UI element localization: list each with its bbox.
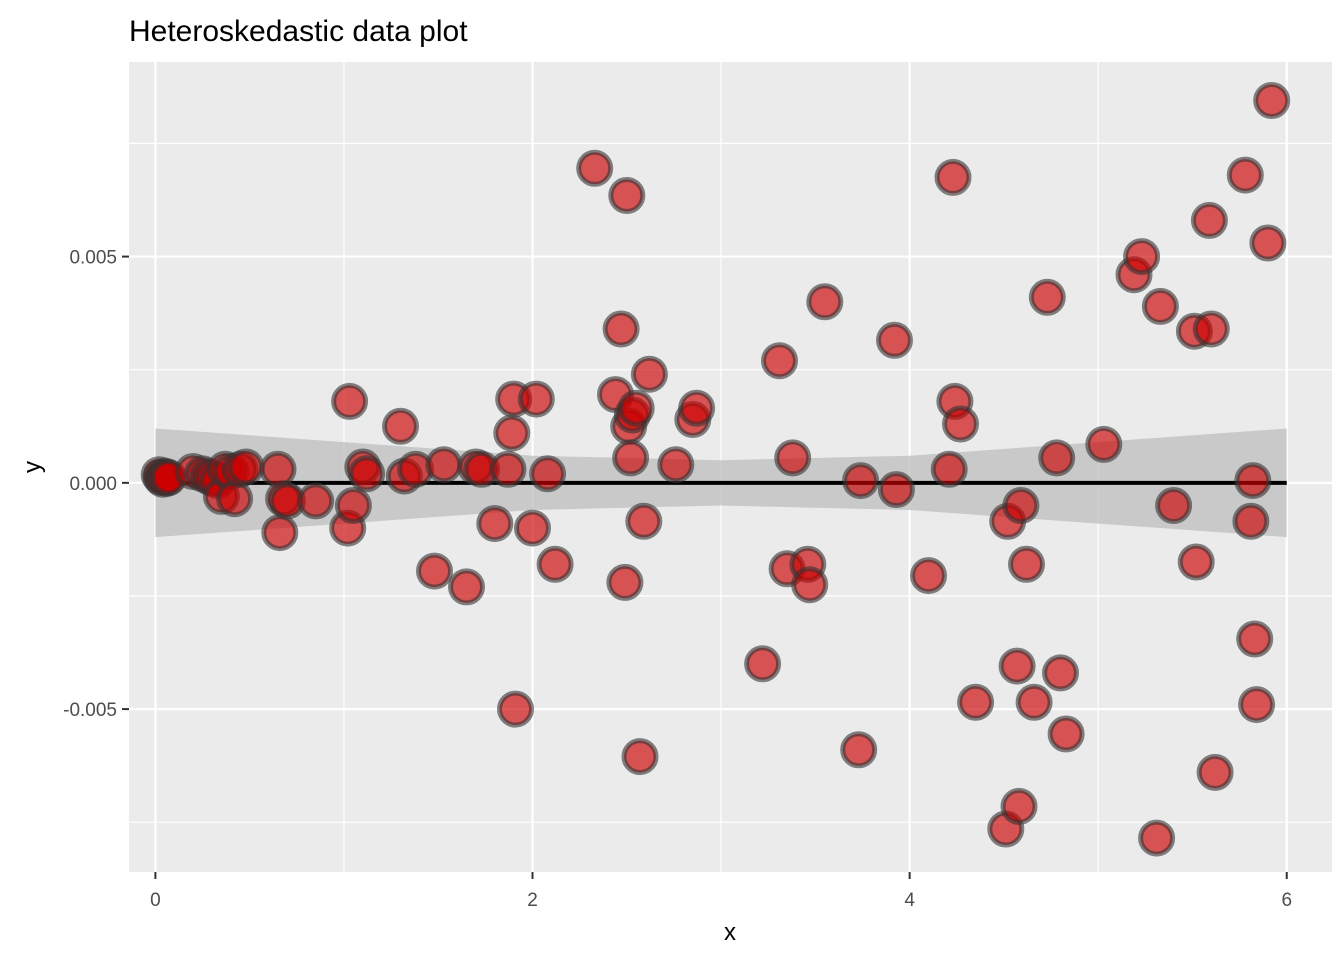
scatter-point: [297, 482, 335, 520]
scatter-point: [608, 177, 646, 214]
scatter-point: [930, 450, 968, 488]
scatter-point: [910, 557, 947, 595]
scatter-point: [514, 509, 551, 547]
scatter-point: [261, 514, 299, 552]
scatter-point: [227, 448, 265, 486]
scatter-point: [259, 450, 297, 488]
scatter-point: [1249, 224, 1287, 262]
scatter-point: [331, 382, 369, 420]
x-axis-title: x: [724, 919, 736, 946]
scatter-point: [1238, 686, 1276, 724]
scatter-point: [1253, 82, 1291, 119]
scatter-point: [493, 414, 531, 452]
scatter-point: [942, 405, 979, 443]
scatter-point: [957, 683, 995, 721]
scatter-point: [1047, 715, 1085, 753]
scatter-point: [334, 487, 372, 524]
scatter-point: [617, 389, 655, 427]
scatter-point: [1123, 238, 1161, 276]
scatter-point: [612, 439, 650, 477]
scatter-point: [1141, 287, 1179, 325]
scatter-point: [1085, 425, 1123, 463]
x-tick-label: 0: [150, 890, 161, 911]
scatter-point: [448, 568, 485, 606]
scatter-point: [840, 731, 878, 769]
scatter-point: [791, 566, 829, 604]
scatter-point: [625, 502, 663, 540]
scatter-point: [348, 455, 386, 493]
scatter-point: [606, 563, 644, 601]
scatter-point: [630, 355, 668, 393]
scatter-point: [1192, 310, 1230, 348]
x-axis: 0 2 4 6: [150, 872, 1292, 911]
y-tick-label: 0.005: [69, 248, 117, 269]
scatter-point: [1028, 278, 1066, 316]
scatter-point: [657, 446, 695, 484]
scatter-point: [876, 321, 913, 359]
scatter-point: [1234, 462, 1272, 500]
scatter-point: [1177, 543, 1215, 581]
scatter-point: [517, 380, 555, 418]
scatter-point: [806, 283, 844, 321]
y-tick-label: -0.005: [63, 700, 117, 721]
scatter-point: [934, 158, 972, 196]
scatter-point: [1038, 439, 1076, 477]
y-tick-label: 0.000: [69, 474, 117, 495]
y-axis-title: y: [19, 461, 46, 473]
scatter-point: [1042, 654, 1079, 692]
scatter-point: [416, 552, 453, 590]
scatter-point: [1008, 545, 1045, 583]
scatter-point: [425, 446, 463, 484]
scatter-point: [1226, 156, 1264, 194]
x-tick-label: 6: [1281, 890, 1292, 911]
scatter-point: [1138, 819, 1176, 857]
scatter-point: [744, 645, 782, 683]
scatter-point: [536, 545, 574, 583]
y-axis: -0.005 0.000 0.005: [63, 248, 129, 721]
scatter-point: [1002, 487, 1040, 524]
scatter-point: [497, 690, 534, 728]
scatter-point: [761, 342, 798, 380]
scatter-point: [678, 389, 716, 427]
scatter-point: [529, 455, 567, 493]
scatter-point: [489, 450, 527, 488]
scatter-point: [842, 462, 880, 500]
scatter-point: [1155, 487, 1193, 524]
scatter-point: [1015, 683, 1053, 721]
data-points: [140, 82, 1291, 857]
scatter-point: [576, 149, 614, 187]
x-tick-label: 2: [527, 890, 538, 911]
scatter-point: [774, 439, 812, 477]
scatter-point: [476, 505, 514, 543]
scatter-point: [216, 480, 254, 518]
scatter-point: [1190, 201, 1228, 239]
scatter-point: [1236, 620, 1274, 658]
scatter-point: [602, 310, 640, 348]
scatter-point: [1232, 502, 1270, 540]
scatter-point: [382, 407, 419, 445]
x-tick-label: 4: [904, 890, 915, 911]
scatter-point: [877, 471, 915, 509]
scatter-point: [1000, 787, 1038, 825]
scatter-point: [621, 738, 659, 776]
scatter-point: [998, 647, 1036, 685]
chart-title: Heteroskedastic data plot: [129, 15, 468, 48]
scatter-point: [1196, 753, 1234, 791]
